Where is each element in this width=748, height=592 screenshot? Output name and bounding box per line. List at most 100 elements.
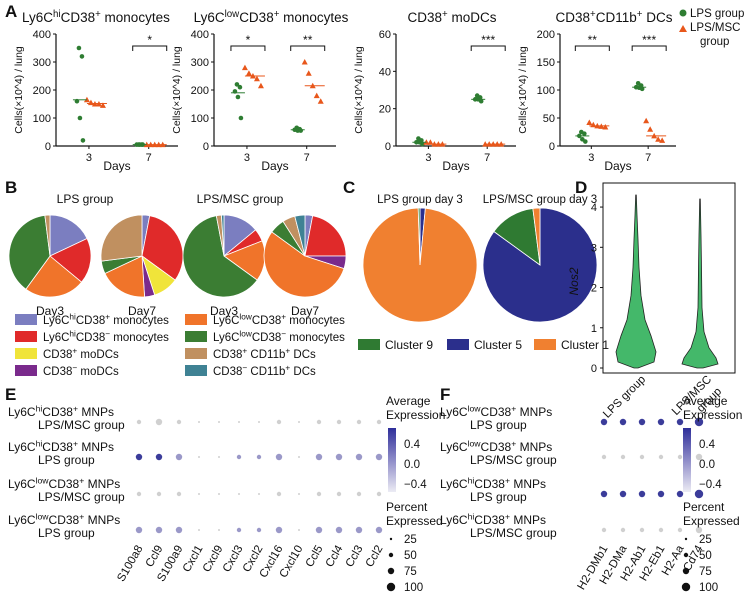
x-tick-label: 7 <box>645 152 651 164</box>
e-dot <box>276 491 282 497</box>
label-part: Ly6C <box>213 332 239 344</box>
lps-point <box>238 115 244 121</box>
lps-point <box>80 138 86 143</box>
legend-label: Cluster 9 <box>385 338 433 352</box>
significance-label: * <box>147 33 152 47</box>
legend-swatch <box>534 339 556 350</box>
superscript: + <box>590 9 596 20</box>
violin-frame <box>602 182 736 374</box>
b-pie-slice <box>49 214 88 257</box>
colorbar-tick-label: 0.0 <box>404 459 420 471</box>
label-part: Ly6C <box>213 315 239 327</box>
legend-swatch <box>15 365 37 376</box>
legend-swatch <box>185 348 207 359</box>
b-pie-slice <box>104 255 145 298</box>
y-tick-label: 0 <box>549 141 555 153</box>
lps-point <box>478 98 484 104</box>
label-part: CD38 <box>76 315 105 327</box>
label-part: CD11b <box>247 366 285 378</box>
size-legend-dot <box>387 567 395 575</box>
e-dot <box>375 453 383 461</box>
x-tick-label: 3 <box>86 152 92 164</box>
y-tick-label: 0 <box>385 141 391 153</box>
e-dot <box>275 526 283 534</box>
legend-lps-marker <box>679 9 687 17</box>
label-part: moDCs <box>77 349 119 361</box>
lps-point <box>420 141 425 147</box>
msc-point <box>245 70 252 76</box>
superscript: hi <box>36 403 43 413</box>
legend-title: Expression <box>683 408 742 422</box>
size-legend-dot <box>683 552 689 558</box>
superscript: + <box>72 347 77 356</box>
e-dot <box>376 419 382 425</box>
e-dot <box>238 421 240 423</box>
f-dot <box>620 527 626 533</box>
label-part: Ly6C <box>194 10 225 25</box>
y-tick-label: 200 <box>191 85 209 97</box>
legend-label: CD38+ CD11b+ DCs <box>213 347 316 361</box>
label-part: DCs <box>642 10 672 25</box>
label-part: CD38 <box>252 332 281 344</box>
row-label-sub: LPS group <box>38 453 95 467</box>
f-dot <box>619 490 627 498</box>
lps-point <box>583 139 588 144</box>
label-part: CD11b <box>247 349 285 361</box>
e-dot <box>238 493 240 495</box>
e-dot <box>315 453 323 461</box>
y-tick-label: 0 <box>45 141 51 153</box>
label-part: Ly6C <box>440 513 468 527</box>
e-dot <box>176 419 182 425</box>
y-tick-label: 2 <box>591 283 597 295</box>
e-dot <box>355 526 363 534</box>
panel-letter: E <box>5 385 16 404</box>
superscript: + <box>285 347 290 356</box>
e-dot <box>375 526 383 534</box>
e-dot <box>155 526 163 534</box>
superscript: − <box>72 364 77 373</box>
y-tick-label: 1 <box>591 323 597 335</box>
label-part: monocytes <box>286 332 345 344</box>
f-dot <box>601 527 607 533</box>
f-dot <box>657 490 665 498</box>
msc-point <box>305 70 312 76</box>
e-dot <box>298 421 300 423</box>
e-dot <box>218 456 220 458</box>
label-part: DCs <box>290 349 316 361</box>
violin-msc <box>681 198 719 369</box>
y-tick-label: 20 <box>379 104 391 116</box>
y-axis-label: Cells(×10^4) / lung <box>353 46 365 134</box>
chart-title: CD38+ moDCs <box>408 9 497 25</box>
panel-letter: B <box>5 178 17 197</box>
label-part: monocytes <box>110 315 169 327</box>
msc-point <box>241 64 248 71</box>
f-dot <box>677 454 683 460</box>
superscript: low <box>468 403 482 413</box>
label-part: CD38 <box>239 10 274 25</box>
superscript: + <box>274 9 280 20</box>
f-dot <box>658 454 664 460</box>
x-tick-label: 7 <box>484 152 490 164</box>
row-label: Ly6ClowCD38+ MNPs <box>440 403 552 419</box>
chart-title: CD38+CD11b+ DCs <box>556 9 673 25</box>
c-pie-slice <box>417 207 421 266</box>
label-part: CD38 <box>213 366 242 378</box>
superscript: + <box>95 9 101 20</box>
f-dot <box>695 526 703 534</box>
label-part: moDCs <box>448 10 497 25</box>
row-label-sub: LPS/MSC group <box>470 453 557 467</box>
c-pie-slice <box>532 207 541 266</box>
row-label: Ly6ClowCD38+ MNPs <box>8 475 120 491</box>
e-dot <box>336 419 342 425</box>
y-tick-label: 0 <box>203 141 209 153</box>
e-dot <box>135 453 143 461</box>
row-label-sub: LPS group <box>470 490 527 504</box>
superscript: low <box>239 313 251 322</box>
y-tick-label: 40 <box>379 66 391 78</box>
f-dot <box>694 489 704 499</box>
lps-point <box>582 131 587 136</box>
label-part: CD38 <box>76 332 105 344</box>
e-dot <box>175 526 183 534</box>
y-tick-label: 300 <box>191 57 209 69</box>
msc-point <box>586 119 593 125</box>
